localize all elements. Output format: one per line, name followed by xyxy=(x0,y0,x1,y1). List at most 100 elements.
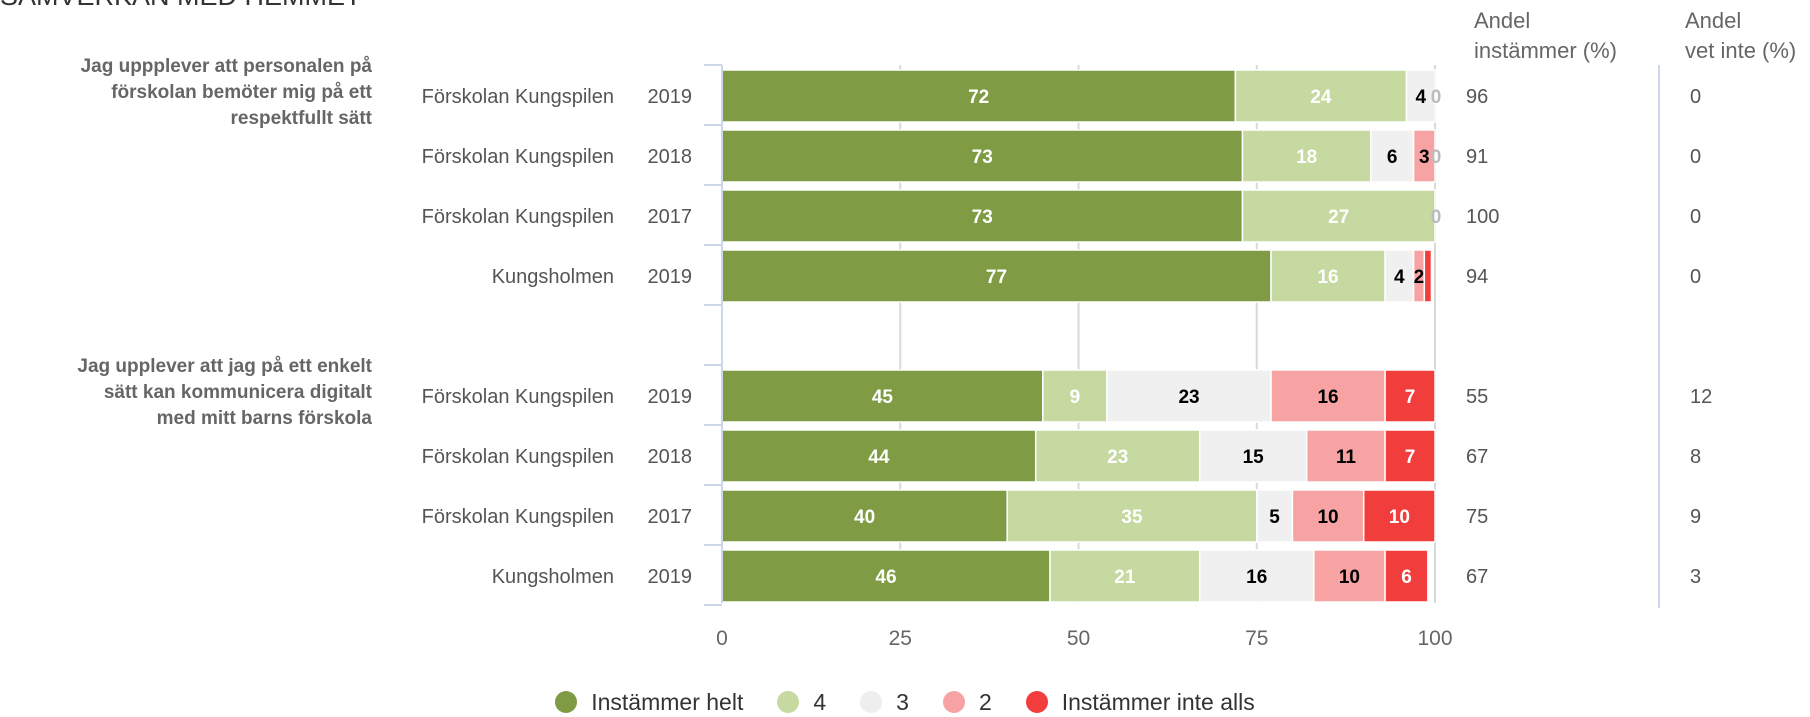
bar-segment xyxy=(721,429,1037,483)
legend-item[interactable]: 2 xyxy=(942,688,992,716)
share-dont-know-value: 0 xyxy=(1690,86,1701,108)
bar-segment xyxy=(1042,369,1108,423)
unit-label: Förskolan Kungspilen xyxy=(422,506,614,528)
share-agree-value: 100 xyxy=(1466,206,1499,228)
legend-item[interactable]: Instämmer inte alls xyxy=(1025,688,1255,716)
bars: 72 24 4 073 18 6 3 073 27 077 16 4 245 9 23 16 744 23 15 11… xyxy=(721,69,1442,603)
bar-data-label: 2 xyxy=(1414,267,1425,288)
bar-data-label: 73 xyxy=(972,147,993,168)
share-dont-know-value: 12 xyxy=(1690,386,1712,408)
legend-marker xyxy=(860,691,883,713)
year-label: 2017 xyxy=(648,506,693,528)
bar-data-label: 0 xyxy=(1431,147,1442,168)
bar-data-label: 23 xyxy=(1178,387,1199,408)
question-label-line: sätt kan kommunicera digitalt xyxy=(104,382,373,403)
share-dont-know-value: 0 xyxy=(1690,206,1701,228)
bar-segment xyxy=(1362,489,1436,543)
bar-data-label: 10 xyxy=(1389,507,1410,528)
bar-data-label: 7 xyxy=(1405,387,1416,408)
year-label: 2019 xyxy=(648,386,693,408)
bar-data-label: 35 xyxy=(1121,507,1143,528)
bar-segment xyxy=(1256,489,1294,543)
bar-segment xyxy=(721,189,1244,243)
unit-label: Kungsholmen xyxy=(492,566,614,588)
share-agree-value: 96 xyxy=(1466,86,1488,108)
legend-label: Instämmer inte alls xyxy=(1061,688,1255,715)
bar-segment xyxy=(721,369,1044,423)
bar-segment xyxy=(721,489,1008,543)
bar-segment xyxy=(1198,549,1315,603)
bar-segment xyxy=(1384,429,1436,483)
bar-data-label: 10 xyxy=(1317,507,1338,528)
unit-label: Förskolan Kungspilen xyxy=(422,146,614,168)
question-label-line: Jag upplever att jag på ett enkelt xyxy=(77,356,372,377)
share-agree-value: 55 xyxy=(1466,386,1488,408)
bar-segment xyxy=(1106,369,1272,423)
question-label-line: förskolan bemöter mig på ett xyxy=(111,82,372,103)
header-share-agree-line2: instämmer (%) xyxy=(1474,38,1617,63)
bar-data-label: 6 xyxy=(1387,147,1398,168)
bar-data-label: 72 xyxy=(968,87,989,108)
bar-data-label: 4 xyxy=(1415,87,1426,108)
bar-data-label: 44 xyxy=(868,447,890,468)
unit-label: Förskolan Kungspilen xyxy=(422,206,614,228)
share-dont-know-value: 0 xyxy=(1690,266,1701,288)
bar-segment xyxy=(1034,429,1201,483)
bar-data-label: 0 xyxy=(1431,207,1442,228)
x-tick-label-0: 0 xyxy=(716,627,728,650)
share-columns: 96 0 91 0 100 0 94 0 55 12 67 8 75 9 67 3 xyxy=(1466,65,1712,608)
bar-data-label: 21 xyxy=(1114,567,1136,588)
x-axis: 0 25 50 75 100 xyxy=(704,64,1453,650)
share-agree-value: 91 xyxy=(1466,146,1488,168)
year-label: 2017 xyxy=(648,206,693,228)
legend-item[interactable]: 4 xyxy=(777,689,826,716)
legend-item[interactable]: 3 xyxy=(860,689,909,716)
bar-segment xyxy=(1234,69,1408,123)
legend-label: 2 xyxy=(978,688,992,715)
legend-label: 3 xyxy=(896,688,909,715)
bar-data-label: 4 xyxy=(1394,267,1405,288)
bar-segment xyxy=(1412,129,1436,183)
bar-segment xyxy=(1198,429,1308,483)
bar-segment xyxy=(1241,129,1372,183)
header-share-dont-know-line2: vet inte (%) xyxy=(1685,38,1796,63)
bar-segment xyxy=(721,249,1272,303)
bar-segment xyxy=(721,129,1244,183)
share-dont-know-value: 3 xyxy=(1690,566,1701,588)
legend-label: 4 xyxy=(813,688,827,715)
legend-marker xyxy=(942,691,965,713)
share-dont-know-value: 0 xyxy=(1690,146,1701,168)
bar-data-label: 5 xyxy=(1269,507,1280,528)
bar-data-label: 46 xyxy=(875,567,896,588)
share-agree-value: 67 xyxy=(1466,566,1488,588)
bar-segment xyxy=(1384,549,1429,603)
question-label-line: med mitt barns förskola xyxy=(157,408,373,429)
legend-item[interactable]: Instämmer helt xyxy=(555,689,743,716)
bar-data-label: 3 xyxy=(1419,147,1430,168)
column-headers: Andel instämmer (%) Andel vet inte (%) xyxy=(1474,8,1796,63)
legend-label: Instämmer helt xyxy=(591,688,744,715)
bar-segment xyxy=(1405,69,1436,123)
bar-data-label: 23 xyxy=(1107,447,1128,468)
bar-segment xyxy=(721,69,1237,123)
year-label: 2019 xyxy=(648,566,693,588)
share-dont-know-value: 8 xyxy=(1690,446,1701,468)
bar-data-label: 11 xyxy=(1336,447,1357,468)
bar-data-label: 16 xyxy=(1317,267,1338,288)
unit-label: Kungsholmen xyxy=(492,266,614,288)
year-label: 2019 xyxy=(648,86,693,108)
legend-marker xyxy=(555,691,578,713)
bar-data-label: 7 xyxy=(1405,447,1416,468)
bar-data-label: 16 xyxy=(1317,387,1338,408)
legend-marker xyxy=(1025,691,1048,713)
bar-data-label: 9 xyxy=(1070,387,1081,408)
bar-segment xyxy=(1241,189,1436,243)
header-share-agree-line1: Andel xyxy=(1474,8,1530,33)
bar-data-label: 18 xyxy=(1296,147,1317,168)
bar-data-label: 45 xyxy=(872,387,894,408)
bar-segment xyxy=(1384,369,1436,423)
unit-label: Förskolan Kungspilen xyxy=(422,386,614,408)
bar-segment xyxy=(1423,249,1433,303)
bar-segment xyxy=(1384,249,1415,303)
header-share-dont-know-line1: Andel xyxy=(1685,8,1741,33)
